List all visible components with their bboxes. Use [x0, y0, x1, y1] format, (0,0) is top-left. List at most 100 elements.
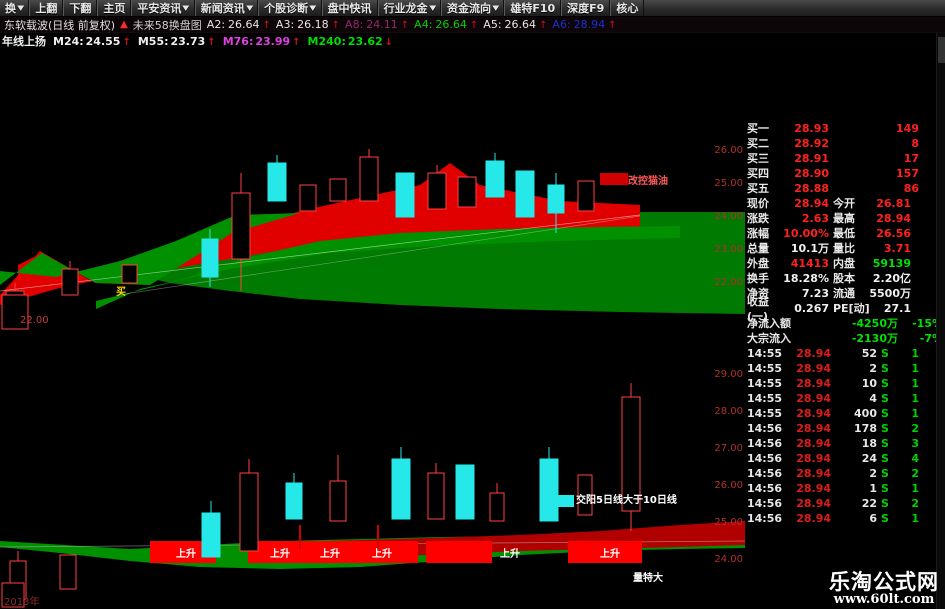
- menu-item-label: 深度F9: [567, 2, 605, 15]
- tick-row[interactable]: 14:56 28.94 1 S 1: [745, 481, 945, 496]
- order-book-price: 28.92: [794, 137, 829, 150]
- menu-item-4[interactable]: 平安资讯 ▼: [131, 0, 195, 16]
- tick-volume: 10: [861, 377, 877, 390]
- tick-time: 14:55: [747, 347, 783, 360]
- order-book-row[interactable]: 买五 28.88 86: [745, 181, 945, 196]
- tick-row[interactable]: 14:55 28.94 4 S 1: [745, 391, 945, 406]
- tick-volume: 6: [869, 512, 877, 525]
- tick-row[interactable]: 14:56 28.94 22 S 2: [745, 496, 945, 511]
- main-chart-canvas: [0, 149, 745, 333]
- quote-stat-row: 换手 18.28% 股本 2.20亿: [745, 271, 945, 286]
- title-value-0: A2: 26.64 ↑: [207, 18, 271, 31]
- order-book-level: 买三: [747, 152, 769, 165]
- title-value-number: 26.64: [435, 18, 467, 31]
- tick-row[interactable]: 14:56 28.94 24 S 4: [745, 451, 945, 466]
- stat-value-left: 18.28%: [783, 272, 829, 285]
- stat-label-right: 最高: [833, 212, 855, 225]
- menu-item-12[interactable]: 核心: [610, 0, 645, 16]
- order-book-row[interactable]: 买三 28.91 17: [745, 151, 945, 166]
- order-book-level: 买五: [747, 182, 769, 195]
- quote-scrollbar[interactable]: [936, 33, 945, 609]
- fund-flow-block: 净流入额 -4250万 -15% 大宗流入 -2130万 -7%: [745, 316, 945, 346]
- ma-key: M240:: [307, 35, 346, 48]
- order-book-volume: 17: [903, 152, 919, 165]
- order-book-volume: 86: [903, 182, 919, 195]
- stat-value-left: 41413: [790, 257, 829, 270]
- order-book-price: 28.93: [794, 122, 829, 135]
- tick-price: 28.94: [796, 452, 831, 465]
- main-price-pane[interactable]: 年线上扬 M24: 24.55 ↑ M55: 23.73 ↑ M76: 23.99 ↑ M2…: [0, 33, 745, 333]
- tick-row[interactable]: 14:55 28.94 52 S 1: [745, 346, 945, 361]
- menu-item-3[interactable]: 主页: [97, 0, 132, 16]
- menu-item-9[interactable]: 资金流向 ▼: [440, 0, 505, 16]
- stat-label-left: 总量: [747, 242, 769, 255]
- title-value-number: 24.11: [366, 18, 398, 31]
- tick-extra: 2: [911, 422, 919, 435]
- price-axis-label: 29.00: [714, 369, 743, 380]
- chart-area[interactable]: 年线上扬 M24: 24.55 ↑ M55: 23.73 ↑ M76: 23.99 ↑ M2…: [0, 33, 745, 609]
- tick-extra: 1: [911, 482, 919, 495]
- tick-time: 14:56: [747, 437, 783, 450]
- tick-side: S: [881, 482, 889, 495]
- tick-volume: 2: [869, 467, 877, 480]
- fund-flow-label: 净流入额: [747, 317, 791, 330]
- chevron-down-icon: ▼: [182, 4, 190, 12]
- fund-flow-label: 大宗流入: [747, 332, 791, 345]
- stock-title-row: 东软载波(日线 前复权) ▲ 未来58换盘图 A2: 26.64 ↑ A3: 26.18…: [0, 17, 945, 33]
- tick-arrow-icon: ↑: [608, 20, 617, 31]
- menu-item-1[interactable]: 上翻: [29, 0, 64, 16]
- tick-extra: 2: [911, 467, 919, 480]
- stat-label-right: 股本: [833, 272, 855, 285]
- tick-time: 14:56: [747, 512, 783, 525]
- price-axis-label: 23.00: [714, 244, 743, 255]
- tick-row[interactable]: 14:56 28.94 2 S 2: [745, 466, 945, 481]
- tick-row[interactable]: 14:55 28.94 10 S 1: [745, 376, 945, 391]
- menu-item-7[interactable]: 盘中快讯: [321, 0, 378, 16]
- tick-row[interactable]: 14:56 28.94 6 S 1: [745, 511, 945, 526]
- price-axis-label: 22.00: [714, 277, 743, 288]
- title-value-number: 26.18: [297, 18, 329, 31]
- order-book-price: 28.90: [794, 167, 829, 180]
- title-value-4: A5: 26.64 ↑: [483, 18, 547, 31]
- order-book-row[interactable]: 买四 28.90 157: [745, 166, 945, 181]
- title-value-5: A6: 28.94 ↑: [552, 18, 616, 31]
- tick-row[interactable]: 14:56 28.94 178 S 2: [745, 421, 945, 436]
- price-axis-label: 28.00: [714, 406, 743, 417]
- stat-label-left: 净资: [747, 287, 769, 300]
- tick-volume: 2: [869, 362, 877, 375]
- tick-row[interactable]: 14:55 28.94 400 S 1: [745, 406, 945, 421]
- chevron-down-icon: ▼: [309, 4, 317, 12]
- menu-item-8[interactable]: 行业龙金 ▼: [377, 0, 441, 16]
- ma-val: 23.99: [255, 35, 291, 48]
- stat-value-right: 3.71: [883, 242, 911, 255]
- title-value-key: A8:: [345, 18, 364, 31]
- order-book-level: 买四: [747, 167, 769, 180]
- tick-extra: 1: [911, 392, 919, 405]
- menu-item-2[interactable]: 下翻: [63, 0, 98, 16]
- menu-item-5[interactable]: 新闻资讯 ▼: [194, 0, 259, 16]
- menu-item-0[interactable]: 换 ▼: [0, 0, 30, 16]
- quote-stat-row: 外盘 41413 内盘 59139: [745, 256, 945, 271]
- menu-item-11[interactable]: 深度F9: [561, 0, 611, 16]
- order-book-price: 28.88: [794, 182, 829, 195]
- order-book-row[interactable]: 买二 28.92 8: [745, 136, 945, 151]
- chevron-down-icon: ▼: [17, 4, 25, 12]
- tick-row[interactable]: 14:56 28.94 18 S 3: [745, 436, 945, 451]
- stat-label-right: 量比: [833, 242, 855, 255]
- sub-indicator-pane[interactable]: 29.00 28.00 27.00 26.00 25.00 24.00 上升 上升 上升 上升 上…: [0, 355, 745, 609]
- ma-val: 23.62: [347, 35, 383, 48]
- tick-price: 28.94: [796, 497, 831, 510]
- quote-panel[interactable]: 买一 28.93 149 买二 28.92 8 买三 28.91 17 买四 28.90 157 买五 2…: [745, 33, 945, 609]
- menu-item-10[interactable]: 雄特F10: [504, 0, 562, 16]
- tick-row[interactable]: 14:55 28.94 2 S 1: [745, 361, 945, 376]
- order-book[interactable]: 买一 28.93 149 买二 28.92 8 买三 28.91 17 买四 28.90 157 买五 2…: [745, 33, 945, 196]
- tick-extra: 2: [911, 497, 919, 510]
- time-and-sales-list[interactable]: 14:55 28.94 52 S 1 14:55 28.94 2 S 1 14:55 28.94 10 S…: [745, 346, 945, 526]
- order-book-row[interactable]: 买一 28.93 149: [745, 121, 945, 136]
- tick-extra: 4: [911, 452, 919, 465]
- menu-item-6[interactable]: 个股诊断 ▼: [258, 0, 322, 16]
- stat-label-right: 流通: [833, 287, 855, 300]
- tick-price: 28.94: [796, 467, 831, 480]
- scrollbar-thumb[interactable]: [938, 37, 945, 63]
- stat-value-right: 59139: [872, 257, 911, 270]
